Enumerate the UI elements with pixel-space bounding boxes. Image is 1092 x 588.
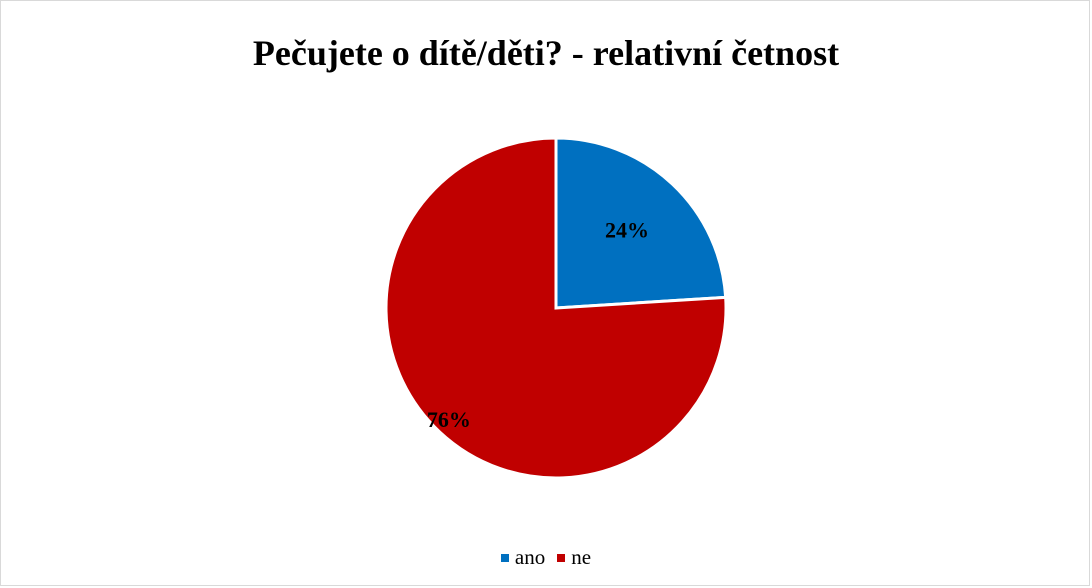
legend-item-ne: ne	[557, 545, 591, 570]
chart-title: Pečujete o dítě/děti? - relativní četnos…	[252, 33, 840, 73]
pie-data-label-ano: 24%	[605, 217, 649, 242]
pie-slices	[384, 136, 728, 480]
pie-data-labels: 24% 76%	[427, 217, 649, 432]
pie-slice-ne	[384, 136, 728, 480]
legend-label-ano: ano	[514, 545, 546, 569]
chart-legend: ano ne	[1, 545, 1091, 570]
pie-slice-ano	[554, 136, 728, 310]
pie-data-label-ne: 76%	[427, 407, 471, 432]
legend-swatch-ne	[557, 553, 566, 562]
legend-swatch-ano	[500, 553, 509, 562]
legend-label-ne: ne	[571, 545, 592, 569]
legend-item-ano: ano	[500, 545, 546, 570]
